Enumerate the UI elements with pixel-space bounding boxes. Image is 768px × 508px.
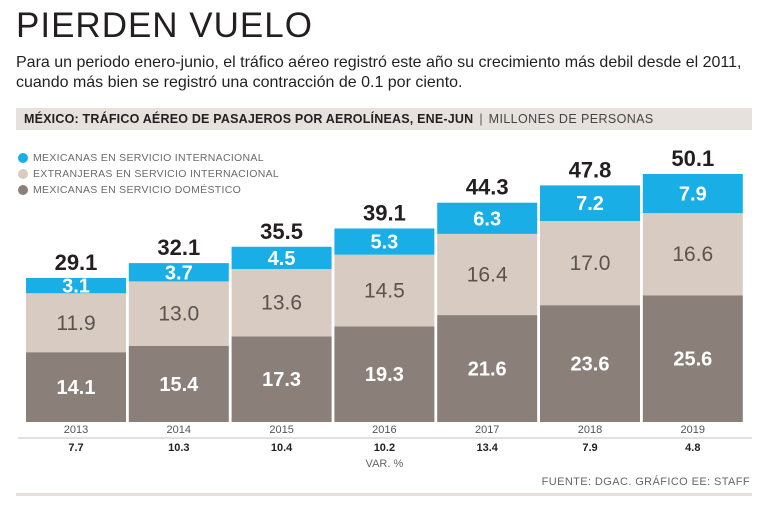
bar-segment-domestic-2015	[231, 336, 332, 422]
subtitle-line-1: Para un periodo enero-junio, el tráfico …	[16, 54, 742, 71]
chart-header-separator: |	[479, 112, 483, 126]
bar-segment-domestic-2014	[128, 345, 229, 422]
bar-segment-international-2017	[437, 202, 538, 234]
bar-value-foreign-2014: 13.0	[158, 303, 199, 326]
legend-swatch-international	[18, 153, 28, 163]
variation-value-2014: 10.3	[168, 442, 189, 454]
subtitle-line-2: cuando más bien se registró una contracc…	[16, 74, 463, 91]
chart-header: MÉXICO: TRÁFICO AÉREO DE PASAJEROS POR A…	[16, 108, 752, 130]
bar-value-international-2013: 3.1	[62, 276, 90, 298]
bar-value-foreign-2015: 13.6	[261, 292, 302, 315]
variation-value-2016: 10.2	[374, 442, 395, 454]
bar-segment-foreign-2014	[128, 281, 229, 346]
bar-value-domestic-2018: 23.6	[571, 354, 610, 376]
bar-value-domestic-2017: 21.6	[468, 359, 507, 381]
chart-title: MÉXICO: TRÁFICO AÉREO DE PASAJEROS POR A…	[24, 112, 474, 126]
bar-value-domestic-2016: 19.3	[365, 364, 404, 386]
bar-segment-foreign-2018	[540, 221, 640, 306]
bar-value-international-2017: 6.3	[473, 208, 501, 230]
legend-label-international: MEXICANAS EN SERVICIO INTERNACIONAL	[33, 152, 264, 164]
bar-value-international-2016: 5.3	[370, 232, 398, 254]
bar-segment-domestic-2019	[642, 295, 743, 422]
legend: MEXICANAS EN SERVICIO INTERNACIONAL EXTRA…	[18, 150, 279, 198]
x-tick-label-2014: 2014	[167, 424, 191, 436]
variation-value-2015: 10.4	[271, 442, 293, 454]
bar-value-foreign-2018: 17.0	[570, 252, 611, 275]
bar-segment-domestic-2013	[26, 352, 126, 422]
legend-item-domestic: MEXICANAS EN SERVICIO DOMÉSTICO	[18, 182, 279, 198]
variation-value-2013: 7.7	[68, 442, 83, 454]
bar-value-foreign-2013: 11.9	[56, 312, 95, 335]
bar-total-2014: 32.1	[157, 235, 200, 260]
bar-segment-international-2019	[642, 174, 743, 214]
legend-label-foreign: EXTRANJERAS EN SERVICIO INTERNACIONAL	[33, 168, 280, 180]
bar-total-2018: 47.8	[569, 157, 612, 182]
legend-item-international: MEXICANAS EN SERVICIO INTERNACIONAL	[18, 150, 279, 166]
x-tick-label-2013: 2013	[64, 424, 88, 436]
bar-total-2016: 39.1	[363, 200, 406, 225]
bar-value-international-2014: 3.7	[165, 262, 193, 284]
bar-segment-domestic-2018	[540, 305, 640, 422]
headline: PIERDEN VUELO	[16, 6, 313, 45]
variation-label: VAR. %	[366, 458, 404, 470]
bar-value-domestic-2015: 17.3	[262, 369, 301, 391]
x-tick-label-2015: 2015	[269, 424, 293, 436]
bar-segment-foreign-2019	[642, 213, 743, 296]
chart-unit: MILLONES DE PERSONAS	[488, 112, 654, 126]
bar-segment-foreign-2017	[437, 233, 538, 316]
bar-segment-foreign-2016	[334, 254, 435, 327]
axis-strip	[18, 422, 754, 470]
legend-swatch-foreign	[18, 169, 28, 179]
legend-label-domestic: MEXICANAS EN SERVICIO DOMÉSTICO	[33, 184, 242, 196]
variation-value-2018: 7.9	[582, 442, 597, 454]
bar-value-foreign-2019: 16.6	[672, 243, 713, 266]
bar-segment-foreign-2015	[231, 269, 332, 337]
bar-total-2017: 44.3	[466, 175, 509, 200]
bar-value-international-2015: 4.5	[268, 248, 296, 270]
subtitle: Para un periodo enero-junio, el tráfico …	[16, 53, 756, 93]
bar-segment-domestic-2017	[437, 315, 538, 422]
bar-value-domestic-2014: 15.4	[159, 374, 199, 396]
bar-segment-international-2013	[26, 277, 126, 294]
legend-item-foreign: EXTRANJERAS EN SERVICIO INTERNACIONAL	[18, 166, 279, 182]
bar-value-international-2018: 7.2	[576, 193, 604, 215]
bar-segment-international-2014	[128, 263, 229, 282]
footer-divider	[16, 493, 752, 496]
x-tick-label-2016: 2016	[372, 424, 396, 436]
legend-swatch-domestic	[18, 185, 28, 195]
bar-segment-domestic-2016	[334, 326, 435, 422]
x-tick-label-2017: 2017	[475, 424, 499, 436]
bar-segment-international-2016	[334, 228, 435, 255]
bar-segment-international-2018	[540, 185, 640, 222]
x-tick-label-2018: 2018	[578, 424, 602, 436]
bar-value-international-2019: 7.9	[679, 184, 707, 206]
bar-value-foreign-2017: 16.4	[467, 263, 508, 286]
bar-total-2015: 35.5	[260, 219, 303, 244]
variation-value-2019: 4.8	[685, 442, 700, 454]
bar-segment-international-2015	[231, 246, 332, 270]
bar-value-foreign-2016: 14.5	[364, 280, 405, 303]
x-tick-label-2019: 2019	[681, 424, 705, 436]
bar-value-domestic-2013: 14.1	[57, 377, 96, 399]
source-note: FUENTE: DGAC. GRÁFICO EE: STAFF	[541, 476, 750, 488]
bar-segment-foreign-2013	[26, 293, 126, 353]
bar-value-domestic-2019: 25.6	[673, 349, 712, 371]
variation-value-2017: 13.4	[476, 442, 498, 454]
bar-total-2013: 29.1	[55, 250, 98, 275]
bar-total-2019: 50.1	[671, 146, 714, 171]
